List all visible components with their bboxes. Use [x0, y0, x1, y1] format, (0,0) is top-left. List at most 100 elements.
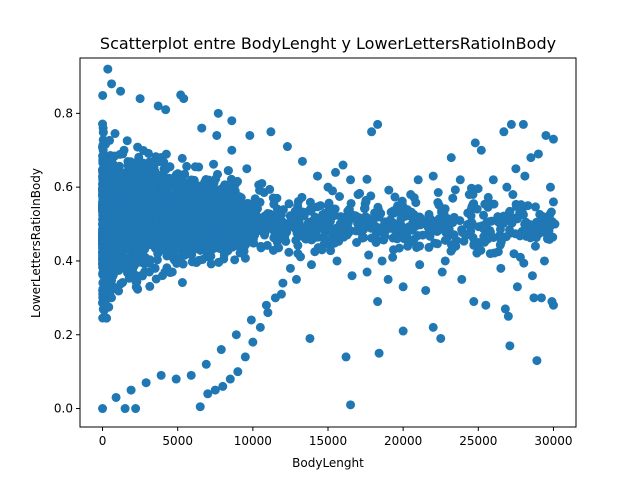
x-tick-label: 5000	[162, 434, 193, 448]
scatter-point	[353, 190, 363, 200]
scatter-point	[199, 199, 209, 209]
scatter-point	[488, 175, 498, 185]
scatter-point	[539, 256, 549, 266]
scatter-point	[548, 134, 558, 144]
scatter-point	[536, 293, 546, 303]
scatter-point	[332, 256, 342, 266]
chart-title: Scatterplot entre BodyLenght y LowerLett…	[100, 34, 556, 53]
x-tick-label: 25000	[459, 434, 497, 448]
scatter-point	[116, 86, 126, 96]
scatter-point	[135, 94, 145, 104]
x-axis-label: BodyLenght	[292, 456, 364, 470]
scatter-point	[256, 241, 266, 251]
scatter-point	[367, 127, 377, 137]
scatter-point	[134, 257, 144, 267]
scatter-point	[394, 243, 404, 253]
scatter-point	[406, 207, 416, 217]
scatter-point	[245, 130, 255, 140]
scatter-point	[352, 238, 362, 247]
scatter-point	[473, 238, 483, 247]
scatter-point	[125, 217, 135, 227]
scatter-point	[450, 185, 460, 195]
scatter-point	[483, 192, 493, 202]
scatter-point	[184, 246, 194, 256]
scatter-point	[374, 348, 384, 358]
scatter-point	[105, 199, 115, 209]
scatter-point	[156, 203, 166, 213]
scatter-point	[133, 142, 143, 152]
scatter-point	[545, 182, 555, 192]
scatter-point	[98, 218, 108, 228]
scatter-point	[223, 166, 233, 176]
scatter-point	[512, 282, 522, 292]
scatter-point	[441, 218, 451, 228]
scatter-point	[312, 171, 322, 181]
scatter-point	[120, 404, 130, 414]
scatter-point	[243, 237, 253, 247]
scatter-point	[362, 174, 372, 184]
scatter-point	[325, 241, 335, 251]
scatter-point	[446, 153, 456, 163]
scatter-point	[236, 197, 246, 207]
scatter-point	[360, 203, 370, 213]
x-tick-label: 15000	[309, 434, 347, 448]
scatter-point	[102, 313, 111, 323]
scatter-point	[98, 233, 108, 243]
scatter-point	[403, 241, 413, 251]
scatter-point	[170, 177, 180, 187]
scatter-point	[212, 130, 222, 140]
scatter-point	[121, 205, 131, 215]
scatter-point	[180, 169, 190, 179]
scatter-point	[177, 228, 187, 238]
scatter-point	[156, 196, 166, 206]
scatter-point	[305, 197, 315, 207]
scatter-point	[297, 192, 307, 202]
scatter-point	[193, 241, 203, 251]
scatter-point	[406, 190, 416, 200]
scatter-point	[351, 226, 361, 236]
scatter-point	[134, 219, 144, 229]
scatter-point	[398, 282, 408, 292]
scatter-point	[362, 267, 372, 277]
scatter-point	[227, 145, 237, 155]
scatter-point	[473, 184, 483, 194]
scatter-point	[505, 225, 515, 235]
scatter-point	[262, 240, 272, 250]
scatter-point	[196, 225, 206, 235]
scatter-point	[98, 119, 108, 129]
scatter-point	[107, 79, 117, 89]
scatter-point	[183, 184, 193, 194]
scatter-point	[511, 164, 521, 174]
scatter-point	[482, 201, 492, 211]
scatter-point	[398, 326, 408, 336]
scatter-point	[311, 232, 321, 242]
scatter-point	[413, 175, 423, 185]
scatter-point	[518, 119, 528, 129]
scatter-point	[320, 235, 330, 245]
scatter-point	[338, 160, 348, 170]
scatter-point	[308, 219, 318, 229]
scatter-point	[337, 226, 347, 236]
scatter-point	[220, 180, 230, 190]
scatter-point	[117, 218, 127, 228]
scatter-point	[190, 162, 200, 172]
scatter-point	[322, 215, 331, 225]
scatter-point	[106, 263, 116, 273]
scatter-point	[224, 216, 234, 226]
scatter-point	[433, 188, 443, 197]
scatter-point	[206, 259, 216, 269]
scatter-point	[165, 267, 175, 277]
scatter-point	[98, 164, 108, 174]
scatter-point	[154, 156, 164, 166]
scatter-point	[227, 224, 237, 234]
scatter-point	[548, 300, 558, 310]
scatter-point	[388, 252, 398, 262]
scatter-point	[502, 182, 512, 192]
scatter-point	[268, 221, 278, 231]
scatter-point	[343, 218, 353, 228]
scatter-point	[396, 214, 406, 224]
scatter-point	[130, 270, 140, 280]
scatter-point	[386, 207, 396, 217]
scatter-point	[335, 192, 344, 201]
